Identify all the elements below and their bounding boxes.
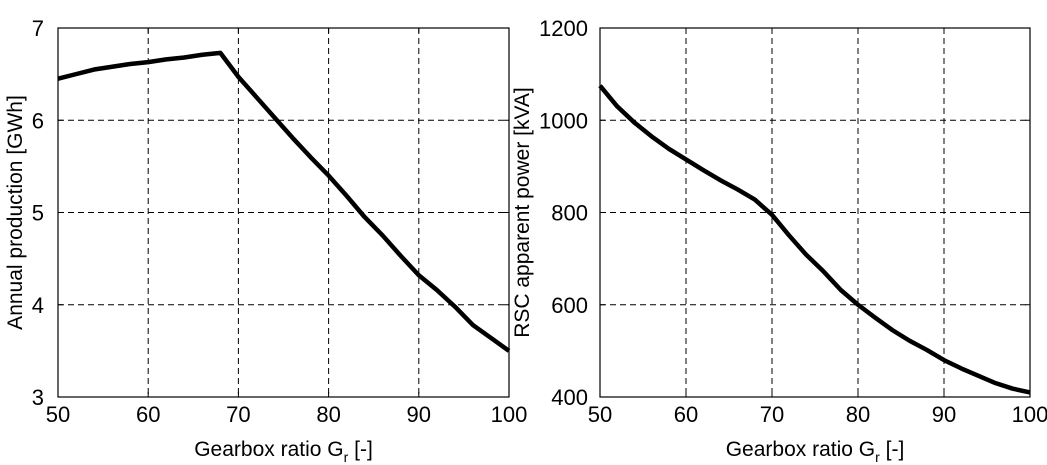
y-tick-label: 1000 [539,108,588,133]
x-tick-label: 50 [46,402,70,427]
y-axis-label: Annual production [GWh] [4,95,27,330]
x-tick-label: 70 [760,402,784,427]
series-line [598,84,1031,395]
x-tick-label: 90 [932,402,956,427]
y-tick-label: 1200 [539,16,588,41]
x-tick-label: 60 [674,402,698,427]
x-tick-label: 60 [136,402,160,427]
x-tick-label: 80 [316,402,340,427]
y-tick-label: 5 [32,201,44,226]
x-tick-label: 80 [846,402,870,427]
y-tick-label: 4 [32,293,44,318]
x-tick-label: 100 [1012,402,1047,427]
y-axis-label: RSC apparent power [kVA] [511,87,534,338]
y-tick-label: 400 [551,385,588,410]
x-tick-label: 70 [226,402,250,427]
x-tick-label: 100 [491,402,528,427]
plot-frame [57,27,510,398]
y-tick-label: 800 [551,201,588,226]
x-tick-label: 50 [588,402,612,427]
y-tick-label: 6 [32,108,44,133]
x-axis-label: Gearbox ratio Gr [-] [194,438,373,465]
y-tick-label: 3 [32,385,44,410]
y-tick-label: 7 [32,16,44,41]
x-axis-label: Gearbox ratio Gr [-] [726,438,905,465]
chart-annual-production: 50 60 70 80 90 100 3 4 5 6 7 Gearbox ratio Gr [-] An… [4,16,527,465]
y-tick-label: 600 [551,293,588,318]
chart-rsc-apparent-power: 50 60 70 80 90 100 400 600 800 1000 1200 Gearbox ra… [511,16,1047,465]
plot-frame [599,27,1031,398]
x-tick-label: 90 [407,402,431,427]
series-line [57,50,511,353]
